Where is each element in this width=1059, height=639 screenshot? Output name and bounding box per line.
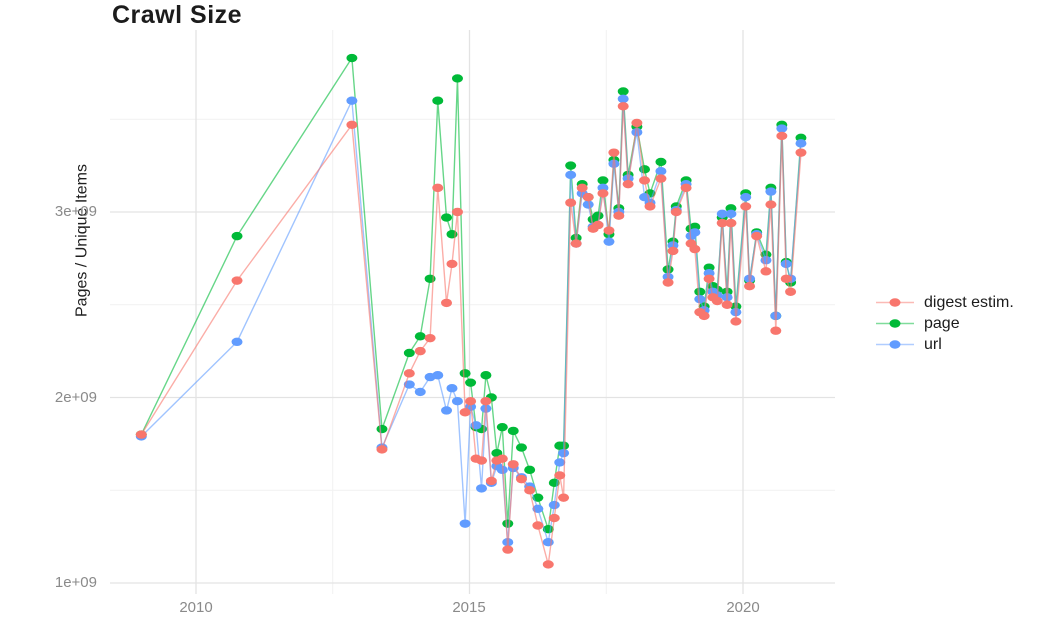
y-tick-2e09: 2e+09 [54, 389, 97, 406]
x-tick-2010: 2010 [179, 599, 213, 616]
y-axis-title: Pages / Unique Items [73, 164, 91, 317]
x-tick-2020: 2020 [726, 599, 760, 616]
y-tick-3e09: 3e+09 [54, 203, 97, 220]
legend-item-page: page [872, 313, 1014, 334]
y-tick-1e09: 1e+09 [54, 574, 97, 591]
legend-label: url [924, 335, 942, 353]
legend: digest estim. page url [872, 292, 1014, 355]
digest-legend-key-icon [876, 298, 914, 307]
legend-item-url: url [872, 334, 1014, 355]
digest estim.-points [135, 102, 807, 569]
chart-title: Crawl Size [112, 1, 243, 29]
x-tick-2015: 2015 [452, 599, 486, 616]
url-legend-key-icon [876, 340, 914, 349]
legend-label: page [924, 314, 960, 332]
page-legend-key-icon [876, 319, 914, 328]
legend-label: digest estim. [924, 293, 1014, 311]
url-line [140, 98, 802, 543]
legend-item-digest: digest estim. [872, 292, 1014, 313]
url-points [135, 94, 807, 547]
